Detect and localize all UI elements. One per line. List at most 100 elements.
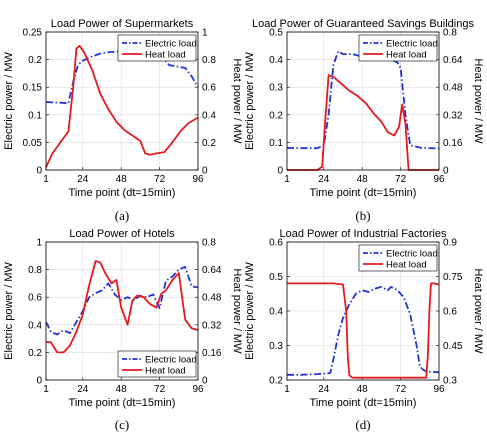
panel-caption: (a)	[115, 208, 129, 223]
x-tick-label: 72	[154, 384, 166, 395]
y2-tick-label: 0	[443, 166, 449, 177]
x-tick-label: 1	[43, 174, 49, 185]
chart-panel-1: 1 24 48 72 9600.050.10.150.20.2500.20.40.60.…	[3, 18, 243, 223]
x-tick-label: 96	[433, 384, 445, 395]
legend-label: Heat load	[386, 260, 427, 271]
y-tick-label: 0.05	[23, 138, 43, 149]
y2-axis-label: Heat power / MW	[231, 59, 243, 145]
axes-box	[286, 31, 440, 171]
y2-tick-label: 0.3	[443, 376, 457, 387]
y2-tick-label: 0.6	[202, 83, 216, 94]
x-tick-label: 48	[357, 384, 369, 395]
x-tick-label: 48	[357, 174, 369, 185]
y2-tick-label: 0.45	[443, 341, 463, 352]
legend-box	[358, 244, 438, 272]
y2-tick-label: 0	[202, 166, 208, 177]
y2-tick-label: 0.9	[443, 238, 457, 249]
x-tick-label: 24	[318, 174, 330, 185]
x-tick-label: 24	[77, 384, 89, 395]
x-axis-label: Time point (dt=15min)	[69, 187, 176, 199]
x-tick-label: 96	[192, 384, 204, 395]
y-tick-label: 0.5	[269, 28, 283, 39]
legend-label: Electric load	[145, 39, 197, 50]
y2-tick-label: 0.4	[202, 110, 216, 121]
series-line	[45, 265, 199, 336]
y-tick-label: 0.2	[269, 110, 283, 121]
y-tick-label: 0.1	[28, 110, 42, 121]
y2-axis-label: Heat power / MW	[231, 269, 243, 355]
x-tick-label: 72	[395, 174, 407, 185]
axes-box	[286, 241, 440, 381]
series-line	[46, 260, 199, 354]
series-line	[45, 44, 199, 168]
y2-tick-label: 0.64	[443, 55, 463, 66]
y2-tick-label: 0.32	[202, 320, 222, 331]
x-tick-label: 1	[284, 384, 290, 395]
y-tick-label: 0.4	[269, 307, 283, 318]
y-tick-label: 0.6	[269, 238, 283, 249]
y2-tick-label: 0.48	[202, 293, 222, 304]
axes-box	[45, 31, 199, 171]
y-axis-label: Electric power / MW	[244, 261, 256, 359]
panel-caption: (b)	[355, 208, 370, 223]
y-tick-label: 0.25	[23, 28, 43, 39]
chart-panel-3: 1 24 48 72 9600.20.40.60.8100.160.320.480.64…	[3, 228, 243, 432]
x-axis-label: Time point (dt=15min)	[69, 397, 176, 409]
legend-label: Electric load	[386, 39, 438, 50]
panel-caption: (c)	[115, 417, 129, 432]
panel-caption: (d)	[355, 417, 370, 432]
y2-tick-label: 0.16	[202, 348, 222, 359]
y-tick-label: 0.2	[28, 348, 42, 359]
y2-tick-label: 0.16	[443, 138, 463, 149]
chart-panel-4: 1 24 48 72 96 0.2 0.3 0.4 0.5 0.6 0.3 0.45 0.6 0.75 0.…	[244, 228, 484, 432]
x-tick-label: 96	[433, 174, 445, 185]
x-tick-label: 48	[116, 384, 128, 395]
y-tick-label: 0	[277, 166, 283, 177]
y-tick-label: 0.1	[269, 138, 283, 149]
x-tick-label: 96	[192, 174, 204, 185]
y2-tick-label: 0.75	[443, 272, 463, 283]
y2-tick-label: 0.48	[443, 83, 463, 94]
y2-tick-label: 0.8	[202, 55, 216, 66]
y2-axis-label: Heat power / MW	[472, 269, 484, 355]
y-axis-label: Electric power / MW	[244, 51, 256, 149]
legend-box	[117, 350, 197, 378]
legend-label: Heat load	[145, 50, 186, 61]
y-tick-label: 0.15	[23, 83, 43, 94]
y2-tick-label: 0.6	[443, 307, 457, 318]
y-axis-label: Electric power / MW	[3, 51, 15, 149]
legend-box	[358, 34, 438, 62]
chart-panel-2: 1 24 48 72 9600.10.20.30.40.500.160.320.480.…	[244, 18, 484, 223]
y2-tick-label: 0.8	[202, 238, 216, 249]
x-axis-label: Time point (dt=15min)	[310, 187, 417, 199]
y2-tick-label: 1	[202, 28, 208, 39]
y-tick-label: 0	[36, 166, 42, 177]
x-tick-label: 1	[43, 384, 49, 395]
y2-tick-label: 0.32	[443, 110, 463, 121]
legend-box	[117, 34, 197, 62]
chart-title: Load Power of Supermarkets	[51, 18, 194, 30]
y2-tick-label: 0.2	[202, 138, 216, 149]
legend-label: Heat load	[386, 50, 427, 61]
axes-box	[45, 241, 199, 381]
chart-title: Load Power of Guaranteed Savings Buildin…	[252, 18, 474, 30]
y-tick-label: 0.2	[269, 376, 283, 387]
y-tick-label: 0	[36, 376, 42, 387]
y-tick-label: 0.4	[269, 55, 283, 66]
y-tick-label: 0.2	[28, 55, 42, 66]
y-tick-label: 1	[36, 238, 42, 249]
y2-tick-label: 0.64	[202, 265, 222, 276]
legend-label: Electric load	[145, 355, 197, 366]
y-tick-label: 0.4	[28, 320, 42, 331]
x-tick-label: 24	[318, 384, 330, 395]
series-line	[287, 74, 439, 171]
x-tick-label: 48	[116, 174, 128, 185]
y2-axis-label: Heat power / MW	[472, 59, 484, 145]
y-tick-label: 0.3	[269, 83, 283, 94]
series-line	[287, 282, 440, 379]
